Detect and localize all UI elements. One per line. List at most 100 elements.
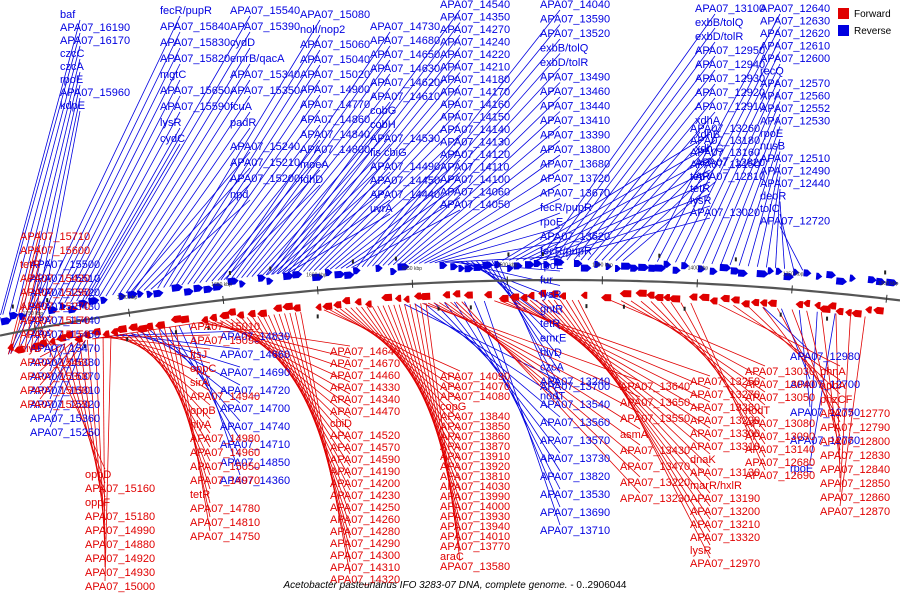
gene-label: lysR [690, 195, 711, 207]
label-connector [187, 94, 321, 285]
gene-label: APA07_14960 [190, 447, 260, 459]
gene-label: APA07_12630 [760, 16, 830, 28]
gene-label: exbD/tolR [695, 31, 743, 43]
label-connector [97, 334, 211, 339]
label-connector [193, 109, 321, 284]
label-connector [282, 199, 391, 274]
forward-gene-arrow [549, 290, 559, 298]
forward-gene-arrow [273, 304, 283, 312]
label-connector [543, 205, 711, 261]
scale-tick-label: 1700 kbp [117, 295, 138, 301]
gene-label: hlyA [190, 419, 212, 431]
label-connector [388, 305, 461, 492]
forward-gene-arrow [835, 307, 844, 316]
label-connector [491, 260, 561, 388]
gene-label: APA07_15090 [190, 335, 260, 347]
gene-label: APA07_15820 [160, 53, 230, 65]
reverse-gene-arrow [0, 317, 12, 326]
gene-label: APA07_14520 [330, 430, 400, 442]
feature-mark [884, 270, 887, 275]
label-connector [419, 183, 561, 264]
gene-label: APA07_15190 [20, 385, 90, 397]
gene-label: APA07_13810 [440, 471, 510, 483]
forward-gene-arrow [154, 321, 166, 329]
gene-label: APA07_12600 [760, 53, 830, 65]
forward-gene-arrow [74, 335, 83, 343]
gene-label: APA07_12770 [820, 408, 890, 420]
gene-label: APA07_14970 [190, 475, 260, 487]
gene-label: APA07_15290 [20, 287, 90, 299]
genome-axis [0, 278, 900, 337]
label-connector [49, 342, 73, 400]
forward-gene-arrow [463, 291, 473, 299]
label-connector [424, 302, 561, 418]
forward-gene-arrow [91, 327, 102, 336]
label-connector [92, 31, 251, 299]
feature-mark [779, 312, 782, 317]
forward-gene-arrow [483, 291, 492, 299]
gene-label: APA07_15840 [160, 21, 230, 33]
forward-gene-arrow [698, 293, 710, 302]
label-connector [132, 127, 251, 293]
label-connector [278, 313, 351, 527]
reverse-gene-arrow [266, 277, 274, 285]
gene-label: APA07_12530 [760, 116, 830, 128]
label-connector [225, 319, 351, 407]
forward-gene-arrow [341, 296, 351, 305]
label-connector [372, 53, 561, 267]
label-connector [414, 303, 561, 400]
gene-label: oppD [85, 469, 111, 481]
reverse-gene-arrow [730, 267, 741, 275]
gene-label: APA07_12930 [695, 73, 765, 85]
gene-label: APA07_14200 [330, 478, 400, 490]
label-connector [267, 157, 391, 276]
gene-label: APA07_13290 [690, 415, 760, 427]
gene-label: rpoE [790, 463, 813, 475]
gene-label: APA07_13680 [540, 159, 610, 171]
feature-mark [46, 298, 49, 303]
label-connector [241, 317, 351, 443]
label-connector [413, 169, 561, 265]
label-connector [553, 299, 711, 507]
gene-label: hlyD [540, 347, 562, 359]
label-connector [39, 339, 86, 400]
label-connector [573, 83, 716, 261]
gene-label: APA07_13720 [540, 173, 610, 185]
gene-label: APA07_13140 [745, 444, 815, 456]
feature-mark [228, 271, 231, 276]
gene-label: emrE [540, 333, 566, 345]
feature-mark [11, 304, 14, 309]
gene-label: APA07_14070 [440, 381, 510, 393]
gene-label: gntR [540, 304, 563, 316]
reverse-gene-arrow [8, 311, 19, 320]
gene-label: APA07_14640 [330, 346, 400, 358]
gene-label: APA07_12800 [820, 436, 890, 448]
gene-label: dnaK [690, 454, 716, 466]
label-connector [230, 318, 351, 419]
label-connector [15, 58, 81, 313]
legend-reverse-swatch [838, 25, 849, 36]
label-connector [37, 300, 41, 349]
label-connector [70, 95, 181, 303]
label-connector [720, 113, 781, 265]
reverse-gene-arrow [621, 262, 633, 270]
label-connector [839, 314, 851, 493]
gene-label: APA07_12860 [820, 492, 890, 504]
label-connector [529, 299, 711, 455]
forward-gene-arrow [64, 330, 74, 339]
gene-label: ftsJ [190, 349, 207, 361]
label-connector [324, 147, 461, 270]
reverse-gene-arrow [654, 264, 666, 272]
gene-label: APA07_13490 [540, 72, 610, 84]
gene-label: APA07_14810 [190, 517, 260, 529]
gene-label: APA07_14780 [190, 503, 260, 515]
label-connector [246, 317, 351, 455]
gene-label: APA07_15470 [30, 343, 100, 355]
label-connector [181, 79, 321, 286]
label-connector [387, 96, 561, 266]
gene-label: apbA [820, 380, 846, 392]
forward-gene-arrow [663, 293, 671, 302]
forward-gene-arrow [538, 289, 547, 297]
gene-label: APA07_16170 [60, 35, 130, 47]
label-connector [806, 310, 841, 451]
